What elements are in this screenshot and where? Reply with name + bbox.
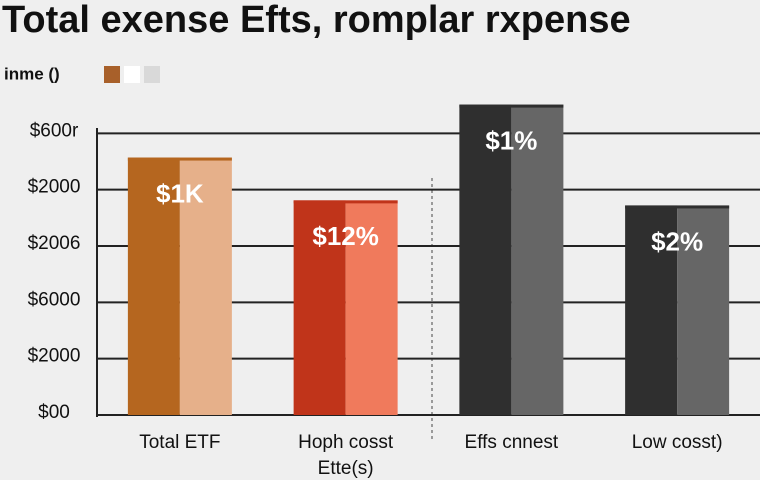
value-label: $1K [156,178,204,208]
legend-label: inme () [4,64,60,83]
bar-left [127,157,180,415]
legend-swatch [144,66,160,83]
y-tick-label: $2000 [28,346,81,367]
x-tick-label: Hoph cosst Ette(s) [298,432,394,479]
y-tick-label: $6000 [28,289,81,310]
bar-top [293,200,398,204]
y-tick-label: $600r [30,120,79,141]
bar-top [625,205,730,209]
value-label: $12% [312,221,379,251]
bar-right [677,205,730,415]
y-tick-label: $2000 [28,177,81,198]
bar [293,200,398,415]
bar-top [459,104,564,108]
bar-left [459,104,512,415]
bar-left [293,200,346,415]
x-tick-label: Effs cnnest [465,432,559,453]
chart-title: Total exense Efts, romplar rxpense [2,0,631,41]
bar-right [179,157,232,415]
y-tick-label: $00 [38,402,70,423]
x-tick-label: Total ETF [139,432,220,453]
legend-swatch [104,66,120,83]
bar-top [127,157,232,161]
value-label: $2% [651,226,703,256]
x-tick-label: Low cosst) [632,432,723,453]
bar-right [345,200,398,415]
value-label: $1% [485,125,537,155]
y-tick-label: $2006 [28,233,81,254]
bar [625,205,730,415]
bar-left [625,205,678,415]
legend-swatch [124,66,140,83]
bar-right [511,104,564,415]
bar [459,104,564,415]
bar [127,157,232,415]
